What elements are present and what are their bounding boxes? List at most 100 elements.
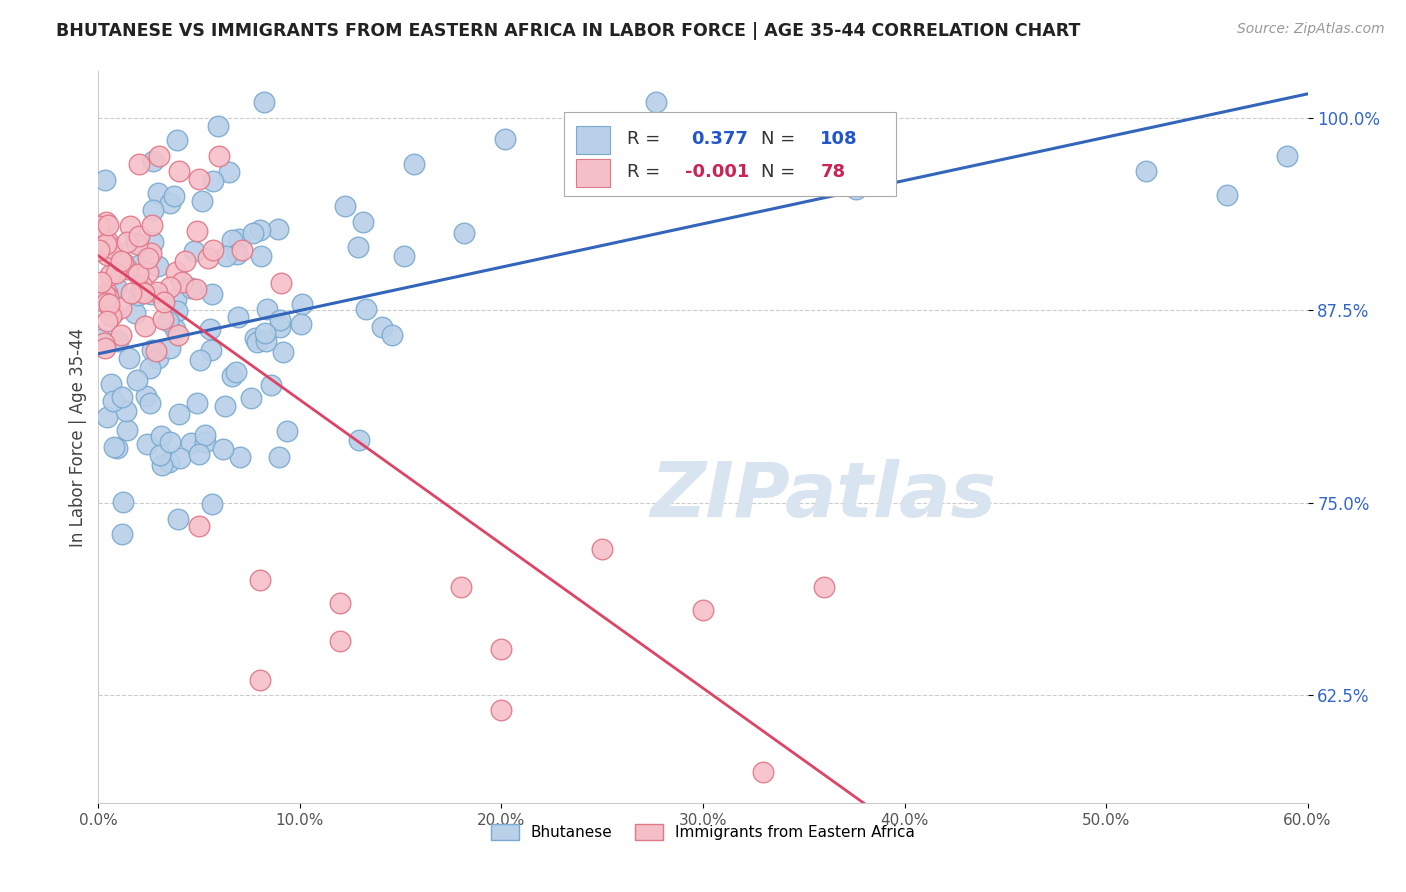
Point xyxy=(100,310,122,324)
Point xyxy=(845,182,868,196)
Point xyxy=(183,244,205,259)
Point xyxy=(101,241,124,255)
Point xyxy=(146,351,169,366)
Point xyxy=(215,249,238,263)
Point xyxy=(271,344,294,359)
Point xyxy=(165,292,187,306)
Point xyxy=(110,301,132,315)
Point xyxy=(198,322,221,336)
Point xyxy=(194,435,217,450)
Point xyxy=(94,288,117,302)
Point xyxy=(94,236,117,251)
Point xyxy=(156,314,179,328)
Point xyxy=(453,226,475,240)
Point xyxy=(146,285,169,299)
Point xyxy=(242,227,264,241)
Point xyxy=(159,341,181,355)
Point xyxy=(159,280,181,294)
Point xyxy=(138,396,160,410)
Point xyxy=(153,295,176,310)
Point xyxy=(221,369,243,384)
Point xyxy=(243,331,266,345)
Point xyxy=(267,222,290,236)
Text: 108: 108 xyxy=(820,130,858,148)
Point xyxy=(142,202,165,217)
Point xyxy=(101,246,124,260)
Point xyxy=(813,580,835,594)
Point xyxy=(221,233,243,247)
Point xyxy=(201,287,224,301)
Text: N =: N = xyxy=(761,163,796,181)
Point xyxy=(591,541,613,556)
Point xyxy=(354,301,377,316)
Point xyxy=(228,232,250,246)
Point xyxy=(231,244,253,258)
Point xyxy=(201,497,224,511)
Point xyxy=(165,265,187,279)
Point xyxy=(96,410,118,425)
Point xyxy=(96,248,118,262)
Point xyxy=(96,215,118,229)
Point xyxy=(150,458,173,472)
Point xyxy=(229,450,252,464)
Point xyxy=(110,253,132,268)
Point xyxy=(491,641,513,656)
Point xyxy=(163,189,186,203)
Point xyxy=(146,186,169,200)
Point xyxy=(256,301,278,316)
Point xyxy=(97,297,120,311)
Point xyxy=(117,262,139,277)
Point xyxy=(200,343,222,358)
Point xyxy=(101,393,124,408)
Text: N =: N = xyxy=(761,130,796,148)
Point xyxy=(152,311,174,326)
Point xyxy=(167,511,190,525)
Point xyxy=(149,448,172,462)
Point xyxy=(381,328,404,343)
Point xyxy=(111,254,134,268)
Point xyxy=(114,404,136,418)
Point xyxy=(93,336,115,351)
Point xyxy=(329,634,352,648)
Point xyxy=(202,174,225,188)
Point xyxy=(128,228,150,243)
Point xyxy=(180,436,202,450)
Point xyxy=(218,165,240,179)
Text: ZIPatlas: ZIPatlas xyxy=(651,458,997,533)
Legend: Bhutanese, Immigrants from Eastern Africa: Bhutanese, Immigrants from Eastern Afric… xyxy=(485,817,921,847)
Point xyxy=(226,310,249,324)
Point xyxy=(127,373,149,387)
Point xyxy=(214,399,236,413)
Point xyxy=(259,377,281,392)
Point xyxy=(97,290,120,304)
Point xyxy=(249,573,271,587)
Point xyxy=(118,351,141,365)
Point xyxy=(132,286,155,301)
Point xyxy=(101,306,124,320)
Point xyxy=(138,361,160,376)
Point xyxy=(120,219,142,234)
Text: 0.377: 0.377 xyxy=(690,130,748,148)
Point xyxy=(157,455,180,469)
Point xyxy=(163,322,186,336)
Point xyxy=(685,156,707,170)
Point xyxy=(115,235,138,250)
Point xyxy=(97,235,120,250)
Point xyxy=(166,304,188,318)
Point xyxy=(167,164,190,178)
Point xyxy=(249,673,271,687)
Text: R =: R = xyxy=(627,163,659,181)
Point xyxy=(167,327,190,342)
Point xyxy=(249,223,271,237)
Point xyxy=(1135,164,1157,178)
Point xyxy=(404,157,426,171)
Point xyxy=(94,342,117,356)
Point xyxy=(186,224,208,238)
Point xyxy=(166,133,188,147)
Point xyxy=(191,194,214,208)
Point xyxy=(269,450,291,465)
Point xyxy=(276,424,298,438)
Point xyxy=(124,306,146,320)
Point xyxy=(105,441,128,455)
Point xyxy=(110,527,132,541)
